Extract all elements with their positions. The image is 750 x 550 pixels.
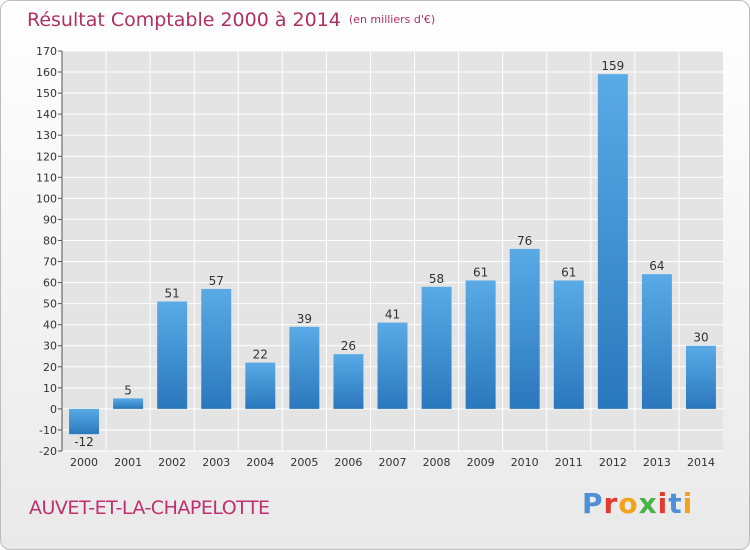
logo-letter: x [638, 487, 658, 520]
y-tick-label: 110 [36, 171, 57, 184]
x-tick-label: 2009 [467, 456, 495, 469]
bar-value-label: 58 [429, 272, 444, 286]
x-tick-label: 2010 [511, 456, 539, 469]
bar-value-label: 57 [209, 274, 224, 288]
y-tick-label: 50 [43, 298, 57, 311]
bar [509, 248, 540, 409]
y-tick-label: 150 [36, 87, 57, 100]
bar-value-label: 61 [473, 265, 488, 279]
bar [685, 345, 716, 409]
x-tick-label: 2012 [599, 456, 627, 469]
logo-letter: i [657, 487, 669, 520]
bar [69, 408, 100, 435]
title-unit: (en milliers d'€) [348, 13, 436, 26]
bar-value-label: 41 [385, 308, 400, 322]
bar-value-label: 51 [165, 287, 180, 301]
x-tick-label: 2001 [114, 456, 142, 469]
bar-value-label: 76 [517, 234, 532, 248]
x-tick-label: 2000 [70, 456, 98, 469]
proxiti-logo: Proxiti [582, 487, 693, 520]
x-tick-label: 2002 [158, 456, 186, 469]
bar-value-label: 64 [649, 259, 664, 273]
y-tick-label: 0 [50, 403, 57, 416]
bar [201, 288, 232, 409]
y-tick-label: 30 [43, 340, 57, 353]
y-tick-label: 10 [43, 382, 57, 395]
bar-value-label: 26 [341, 339, 356, 353]
bar [465, 280, 496, 409]
y-tick-label: -20 [39, 445, 57, 458]
y-tick-label: -10 [39, 424, 57, 437]
x-tick-label: 2004 [246, 456, 274, 469]
bar [641, 274, 672, 409]
y-tick-label: 20 [43, 361, 57, 374]
y-tick-label: 140 [36, 108, 57, 121]
x-tick-label: 2008 [423, 456, 451, 469]
bar [113, 398, 144, 409]
x-tick-label: 2011 [555, 456, 583, 469]
y-tick-label: 80 [43, 234, 57, 247]
y-tick-label: 60 [43, 277, 57, 290]
bar [553, 280, 584, 409]
x-tick-label: 2007 [379, 456, 407, 469]
logo-letter: i [682, 487, 694, 520]
y-tick-label: 160 [36, 66, 57, 79]
y-tick-label: 130 [36, 129, 57, 142]
bar-value-label: 22 [253, 348, 268, 362]
x-tick-label: 2006 [334, 456, 362, 469]
y-tick-label: 90 [43, 213, 57, 226]
bar-value-label: 39 [297, 312, 312, 326]
bar-value-label: 159 [601, 59, 624, 73]
bar [245, 362, 276, 409]
y-tick-label: 170 [36, 45, 57, 58]
y-tick-label: 70 [43, 256, 57, 269]
bar-value-label: -12 [74, 435, 94, 449]
bar [333, 354, 364, 409]
logo-letter: r [603, 487, 619, 520]
title-text: Résultat Comptable 2000 à 2014 [27, 9, 341, 31]
bar [157, 301, 188, 409]
bar-value-label: 61 [561, 265, 576, 279]
bar [597, 74, 628, 409]
logo-letter: P [582, 487, 604, 520]
logo-letter: t [668, 487, 683, 520]
y-tick-label: 120 [36, 150, 57, 163]
x-tick-label: 2005 [290, 456, 318, 469]
x-tick-label: 2013 [643, 456, 671, 469]
bar-value-label: 5 [124, 383, 132, 397]
logo-letter: o [618, 487, 639, 520]
y-tick-label: 40 [43, 319, 57, 332]
bar [289, 326, 320, 409]
x-tick-label: 2014 [687, 456, 715, 469]
bar-value-label: 30 [693, 331, 708, 345]
bar [377, 322, 408, 409]
y-tick-label: 100 [36, 192, 57, 205]
chart-title: Résultat Comptable 2000 à 2014 (en millie… [27, 9, 435, 31]
bar [421, 286, 452, 409]
x-tick-label: 2003 [202, 456, 230, 469]
commune-name: AUVET-ET-LA-CHAPELOTTE [29, 497, 270, 519]
